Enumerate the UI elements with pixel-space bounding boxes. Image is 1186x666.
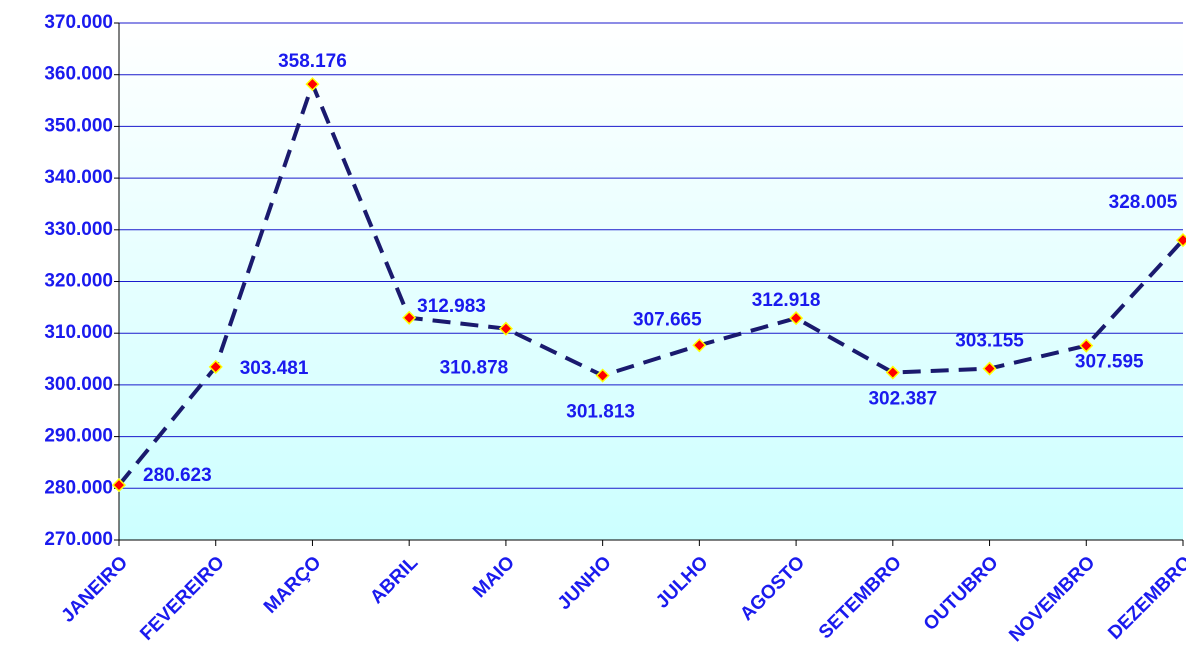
y-tick-label: 340.000 bbox=[44, 167, 113, 188]
data-label: 280.623 bbox=[143, 465, 212, 486]
data-label: 312.918 bbox=[752, 290, 821, 311]
marker bbox=[305, 77, 320, 92]
marker bbox=[498, 321, 513, 336]
y-tick-label: 370.000 bbox=[44, 12, 113, 33]
y-tick-label: 310.000 bbox=[44, 322, 113, 343]
x-tick-label: AGOSTO bbox=[736, 552, 809, 625]
data-label: 301.813 bbox=[566, 402, 635, 423]
y-tick-label: 270.000 bbox=[44, 529, 113, 550]
data-label: 303.155 bbox=[955, 331, 1024, 352]
y-tick-label: 330.000 bbox=[44, 219, 113, 240]
marker bbox=[789, 311, 804, 326]
x-tick-label: ABRIL bbox=[366, 552, 422, 608]
y-tick-label: 280.000 bbox=[44, 477, 113, 498]
data-label: 358.176 bbox=[278, 51, 347, 72]
marker bbox=[692, 338, 707, 353]
y-tick-label: 360.000 bbox=[44, 64, 113, 85]
data-label: 328.005 bbox=[1109, 192, 1178, 213]
marker bbox=[595, 368, 610, 383]
y-tick-label: 300.000 bbox=[44, 374, 113, 395]
x-tick-label: OUTUBRO bbox=[920, 552, 1003, 635]
x-tick-label: MAIO bbox=[469, 552, 519, 602]
data-label: 307.665 bbox=[633, 309, 702, 330]
y-tick-label: 320.000 bbox=[44, 271, 113, 292]
data-label: 302.387 bbox=[868, 389, 937, 410]
data-label: 307.595 bbox=[1075, 352, 1144, 373]
x-tick-label: DEZEMBRO bbox=[1104, 552, 1186, 644]
y-tick-label: 290.000 bbox=[44, 426, 113, 447]
x-tick-label: JANEIRO bbox=[58, 552, 133, 627]
marker bbox=[208, 359, 223, 374]
x-tick-label: NOVEMBRO bbox=[1005, 552, 1099, 646]
data-label: 312.983 bbox=[417, 296, 486, 317]
marker bbox=[1079, 338, 1094, 353]
y-tick-label: 350.000 bbox=[44, 115, 113, 136]
data-label: 310.878 bbox=[440, 358, 509, 379]
marker bbox=[885, 365, 900, 380]
x-tick-label: MARÇO bbox=[260, 552, 326, 618]
x-tick-label: FEVEREIRO bbox=[136, 552, 228, 644]
marker bbox=[402, 310, 417, 325]
data-label: 303.481 bbox=[240, 358, 309, 379]
x-tick-label: JUNHO bbox=[554, 552, 616, 614]
marker bbox=[1175, 233, 1186, 248]
x-tick-label: SETEMBRO bbox=[815, 552, 906, 643]
x-tick-label: JULHO bbox=[652, 552, 712, 612]
data-line bbox=[117, 78, 1185, 487]
marker bbox=[982, 361, 997, 376]
marker bbox=[111, 478, 127, 493]
